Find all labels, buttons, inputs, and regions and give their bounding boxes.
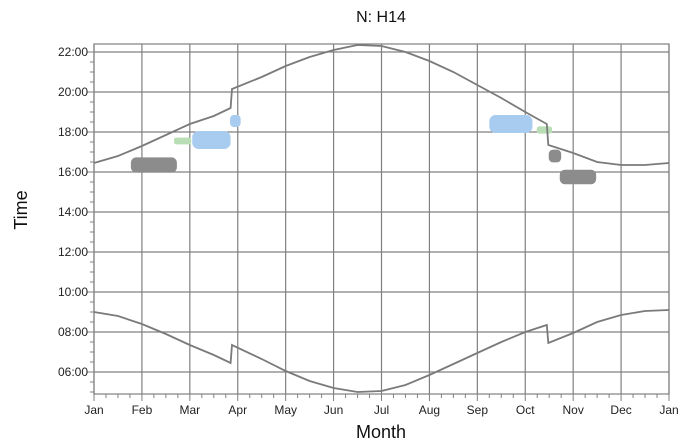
y-axis-title: Time	[11, 190, 31, 229]
x-tick-label: May	[274, 403, 297, 417]
green-patch	[174, 137, 192, 145]
sunset-curve	[93, 44, 670, 166]
y-tick-label: 08:00	[58, 325, 88, 339]
y-tick-label: 06:00	[58, 365, 88, 379]
blue-patch	[489, 115, 533, 133]
blue-patch	[192, 131, 231, 149]
x-tick-label: Sep	[467, 403, 489, 417]
y-tick-label: 22:00	[58, 45, 88, 59]
x-tick-label: Jul	[374, 403, 389, 417]
y-tick-label: 16:00	[58, 165, 88, 179]
x-tick-label: Jan	[659, 403, 678, 417]
x-tick-label: Mar	[179, 403, 200, 417]
curve-layer	[93, 44, 670, 393]
y-tick-label: 18:00	[58, 125, 88, 139]
y-tick-label: 12:00	[58, 245, 88, 259]
x-tick-label: Jan	[84, 403, 103, 417]
x-tick-label: Jun	[324, 403, 343, 417]
green-patch	[536, 126, 553, 134]
patch-layer	[130, 115, 597, 185]
y-tick-label: 10:00	[58, 285, 88, 299]
sunrise-curve	[93, 309, 670, 393]
dark-patch	[559, 169, 597, 185]
y-tick-label: 20:00	[58, 85, 88, 99]
chart-title: N: H14	[356, 9, 406, 26]
dark-patch	[130, 157, 177, 173]
dark-patch	[548, 149, 562, 163]
x-tick-label: Oct	[516, 403, 535, 417]
x-tick-label: Aug	[419, 403, 440, 417]
x-tick-label: Dec	[610, 403, 631, 417]
x-tick-label: Feb	[132, 403, 153, 417]
grid	[93, 43, 670, 395]
x-tick-label: Apr	[228, 403, 247, 417]
tick-layer	[87, 51, 670, 401]
x-tick-label: Nov	[562, 403, 583, 417]
tick-label-layer: 06:00 08:00 10:00 12:00 14:00 16:00 18:00 20:00…	[58, 45, 679, 417]
x-axis-title: Month	[356, 422, 406, 442]
blue-patch	[230, 115, 241, 127]
y-tick-label: 14:00	[58, 205, 88, 219]
